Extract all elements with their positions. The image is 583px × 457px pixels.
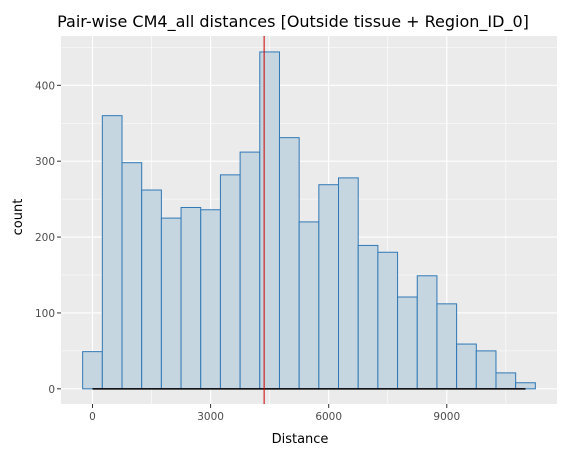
histogram-bar <box>456 343 477 390</box>
histogram-bar <box>141 189 162 390</box>
histogram-bar <box>121 162 143 390</box>
histogram-bar <box>318 184 340 390</box>
histogram-bar <box>160 217 182 390</box>
histogram-bar <box>397 296 418 390</box>
histogram-bar <box>180 206 202 390</box>
histogram-bar <box>436 303 458 390</box>
histogram-bar <box>259 51 280 390</box>
histogram-bar <box>200 209 221 390</box>
histogram-bar <box>495 372 517 390</box>
x-axis-ticks: 0 3000 6000 9000 <box>89 404 460 423</box>
histogram-bar <box>416 275 438 390</box>
histogram-bar <box>338 177 359 390</box>
y-axis-ticks: 0 100 200 300 400 <box>35 80 61 396</box>
x-tick-label: 3000 <box>197 411 224 423</box>
y-axis-title: count <box>11 199 26 236</box>
histogram-bar <box>298 221 320 390</box>
histogram-bar <box>475 350 497 390</box>
chart-title: Pair-wise CM4_all distances [Outside tis… <box>57 12 529 32</box>
histogram-bar <box>515 382 536 390</box>
x-tick-label: 0 <box>89 411 96 423</box>
y-tick-label: 200 <box>35 232 55 244</box>
histogram-bar <box>82 351 103 390</box>
histogram-bar <box>101 115 123 390</box>
histogram-bar <box>278 137 300 390</box>
overlay-lines <box>92 36 526 404</box>
x-axis-title: Distance <box>272 432 329 447</box>
x-tick-label: 9000 <box>433 411 460 423</box>
y-tick-label: 0 <box>48 384 55 396</box>
histogram-bar <box>357 244 379 390</box>
y-tick-label: 400 <box>35 80 55 92</box>
x-tick-label: 6000 <box>315 411 342 423</box>
histogram-bar <box>239 151 261 390</box>
histogram-bar <box>219 174 241 390</box>
histogram-bars <box>82 51 536 390</box>
y-tick-label: 100 <box>35 308 55 320</box>
y-tick-label: 300 <box>35 156 55 168</box>
histogram-bar <box>377 251 399 390</box>
